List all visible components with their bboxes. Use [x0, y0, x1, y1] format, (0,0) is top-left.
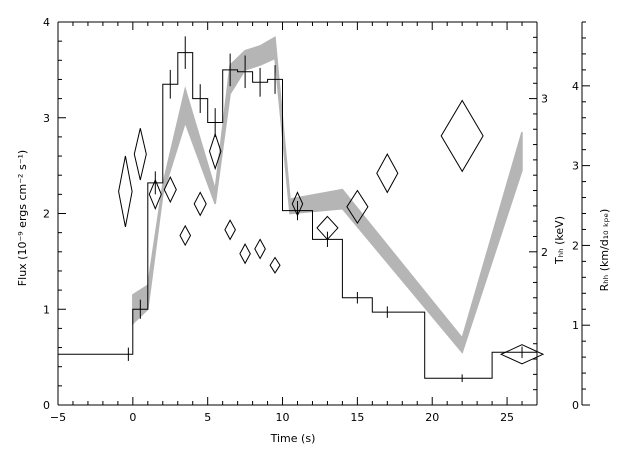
x-tick-label: 15: [350, 411, 364, 424]
temperature-diamond: [163, 175, 177, 204]
y-tick-label: 0: [43, 399, 50, 412]
right-axis-2-tick-label: 0: [572, 399, 579, 412]
temperature-diamond: [133, 128, 147, 181]
right-axis-2-tick-label: 1: [572, 319, 579, 332]
temperature-diamond: [316, 215, 339, 241]
right-axis-2-tick-label: 3: [572, 160, 579, 173]
right-axis-2-tick-label: 4: [572, 80, 579, 93]
temperature-diamond: [499, 344, 545, 365]
y-tick-label: 3: [43, 112, 50, 125]
temperature-diamond: [208, 132, 222, 171]
right-axis-2-tick-label: 2: [572, 239, 579, 252]
x-tick-label: 10: [276, 411, 290, 424]
right-axis-2-label: Rₕₕ (km/d₁₀ ₖₚₑ): [598, 209, 611, 292]
y-axis-label: Flux (10⁻⁹ ergs cm⁻² s⁻¹): [16, 150, 29, 286]
temperature-diamond: [254, 238, 266, 260]
temperature-diamond: [376, 153, 399, 194]
temperature-diamond: [118, 155, 133, 227]
right-axis-1-tick-label: 2: [541, 246, 548, 259]
y-tick-label: 4: [43, 16, 50, 29]
flux-histogram-layer: [58, 36, 537, 383]
temperature-diamond: [148, 178, 162, 210]
x-tick-label: 25: [500, 411, 514, 424]
temperature-diamond: [346, 189, 369, 225]
x-tick-label: −5: [50, 411, 66, 424]
temperature-diamond-layer: [118, 99, 545, 365]
temperature-diamond: [179, 224, 192, 247]
y-tick-label: 2: [43, 208, 50, 221]
temperature-diamond: [269, 256, 281, 274]
temperature-diamond: [224, 219, 236, 241]
temperature-diamond: [440, 99, 484, 173]
x-tick-label: 0: [129, 411, 136, 424]
temperature-diamond: [193, 191, 207, 217]
temperature-diamond: [239, 243, 251, 265]
y-tick-label: 1: [43, 303, 50, 316]
x-axis-label: Time (s): [270, 432, 316, 445]
temperature-diamond: [291, 191, 304, 217]
right-axis-1-tick-label: 3: [541, 93, 548, 106]
right-axis-1-label: Tₕₕ (keV): [553, 216, 566, 265]
x-tick-label: 20: [425, 411, 439, 424]
x-tick-label: 5: [204, 411, 211, 424]
